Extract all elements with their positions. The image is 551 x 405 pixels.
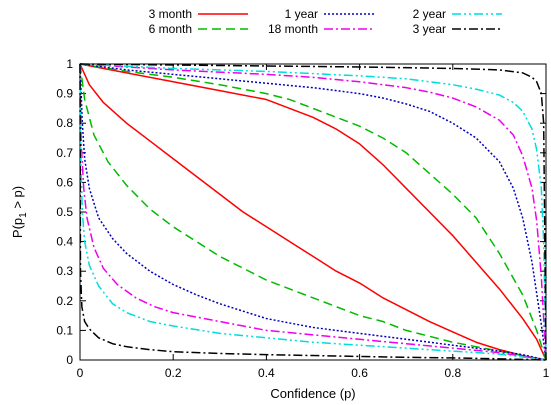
- y-tick-label: 0.6: [56, 175, 73, 189]
- x-tick-label: 0.8: [444, 366, 461, 380]
- y-tick-label: 0.8: [56, 116, 73, 130]
- x-tick-label: 0.2: [165, 366, 182, 380]
- series-6-month-upper-line: [79, 63, 547, 361]
- y-axis-label: P(p1 > p): [10, 186, 29, 238]
- y-tick-label: 0.3: [56, 264, 73, 278]
- y-axis-label-main: P(p: [10, 218, 25, 238]
- y-tick-label: 0.1: [56, 323, 73, 337]
- legend-label-3-month: 3 month: [149, 7, 192, 21]
- legend-label-3-year: 3 year: [413, 22, 446, 36]
- y-tick-label: 0.7: [56, 146, 73, 160]
- y-tick-label: 0.2: [56, 294, 73, 308]
- legend-label-18-month: 18 month: [268, 22, 318, 36]
- y-axis: 0 0.1 0.2 0.3 0.4 0.5 0.6 0.7 0.8 0.9 1: [56, 57, 546, 367]
- series-3-month-lower-line: [79, 63, 547, 361]
- y-tick-label: 1: [66, 57, 73, 71]
- series-1-year-upper-line: [79, 63, 547, 361]
- plot-area-frame: [79, 63, 547, 361]
- series-layer: [79, 63, 547, 361]
- x-tick-label: 1: [543, 366, 550, 380]
- x-tick-label: 0: [77, 366, 84, 380]
- x-tick-label: 0.4: [258, 366, 275, 380]
- y-axis-label-tail: > p): [10, 186, 25, 212]
- y-tick-label: 0: [66, 353, 73, 367]
- series-2-year-lower-line: [79, 63, 547, 361]
- x-tick-label: 0.6: [351, 366, 368, 380]
- series-18-month-lower-line: [79, 63, 547, 361]
- y-tick-label: 0.4: [56, 235, 73, 249]
- legend-label-6-month: 6 month: [149, 22, 192, 36]
- series-3-year-upper-line: [79, 63, 547, 361]
- series-18-month-upper-line: [79, 63, 547, 361]
- legend-label-1-year: 1 year: [285, 7, 318, 21]
- series-3-year-lower-line: [79, 63, 547, 361]
- series-3-month-upper-line: [79, 63, 547, 361]
- y-axis-label-subscript: 1: [18, 212, 29, 218]
- series-6-month-lower-line: [79, 63, 547, 361]
- y-tick-label: 0.5: [56, 205, 73, 219]
- y-tick-label: 0.9: [56, 87, 73, 101]
- legend-label-2-year: 2 year: [413, 7, 446, 21]
- series-2-year-upper-line: [79, 63, 547, 361]
- x-axis-label: Confidence (p): [270, 386, 355, 401]
- series-1-year-lower-line: [79, 63, 547, 361]
